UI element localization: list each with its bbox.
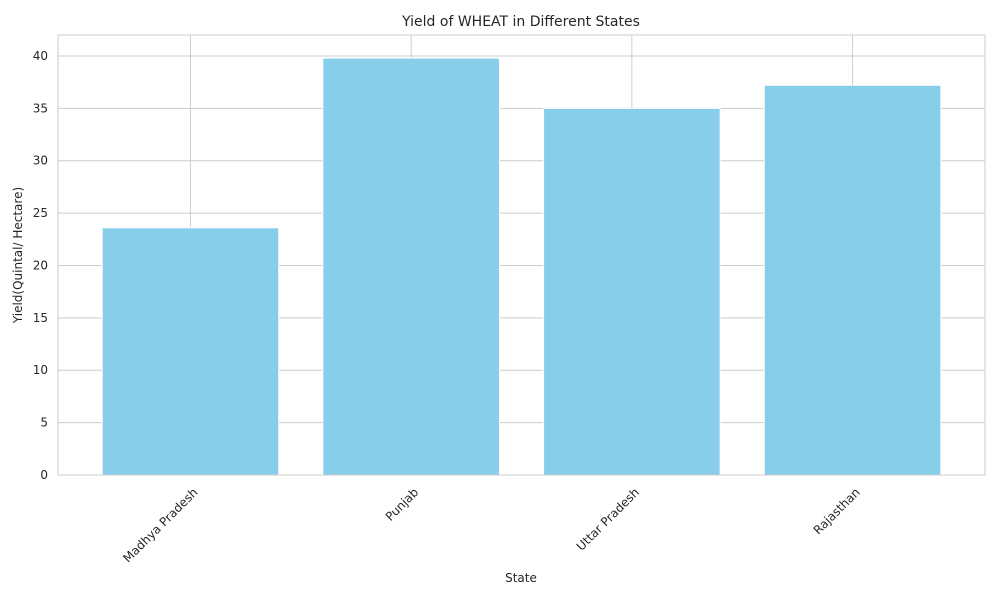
bar-punjab <box>322 57 500 476</box>
plot-frame <box>57 34 986 476</box>
bar-uttar-pradesh <box>543 107 721 476</box>
y-tick-label: 0 <box>40 468 48 482</box>
y-tick-label: 25 <box>33 206 48 220</box>
y-tick-label: 15 <box>33 311 48 325</box>
x-axis-label: State <box>505 571 537 585</box>
y-tick-label: 40 <box>33 49 48 63</box>
y-tick-label: 5 <box>40 416 48 430</box>
y-axis-label: Yield(Quintal/ Hectare) <box>11 187 25 324</box>
chart-title: Yield of WHEAT in Different States <box>401 14 640 30</box>
bars <box>101 57 942 476</box>
y-tick-label: 30 <box>33 154 48 168</box>
bar-madhya-pradesh <box>101 227 280 476</box>
y-axis-ticks: 0 5 10 15 20 25 30 35 40 <box>33 49 48 482</box>
y-tick-label: 35 <box>33 101 48 115</box>
y-tick-label: 10 <box>33 363 48 377</box>
y-tick-label: 20 <box>33 258 48 272</box>
bar-rajasthan <box>763 84 942 476</box>
